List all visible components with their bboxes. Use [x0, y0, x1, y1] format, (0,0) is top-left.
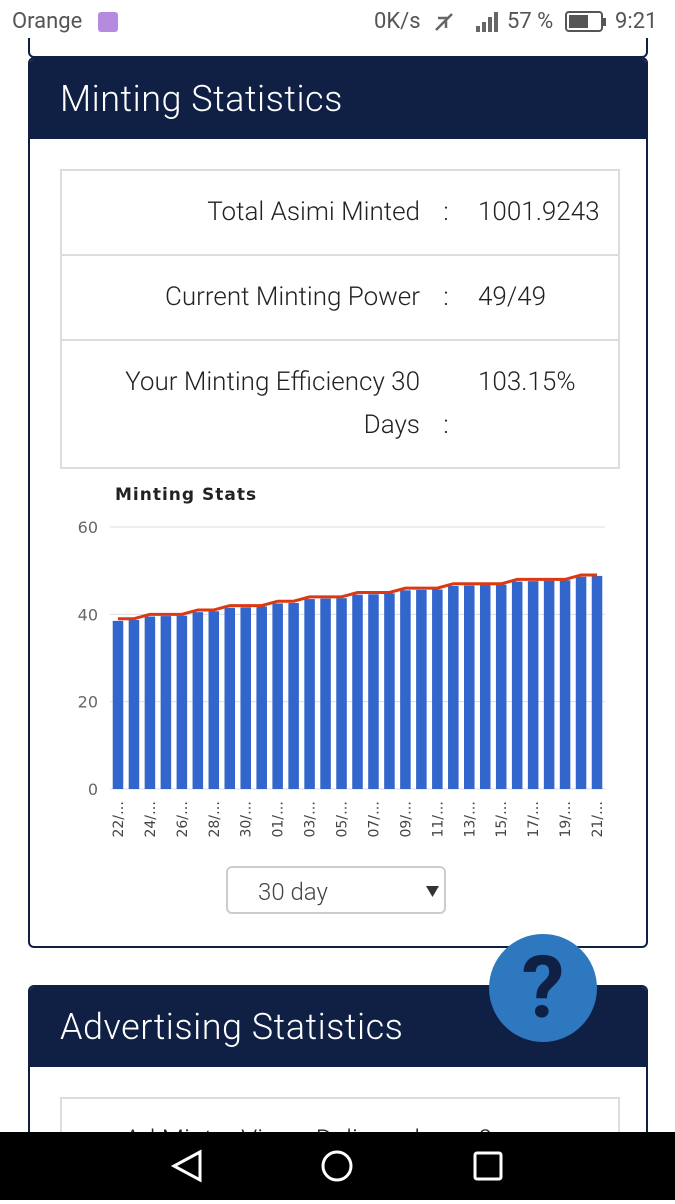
back-button[interactable] [170, 1149, 202, 1183]
x-tick-label: 17/… [526, 801, 542, 838]
x-tick-label: 07/… [366, 801, 382, 838]
stats-row: Total Asimi Minted:1001.9243 [62, 171, 618, 254]
label: Your Minting Efficiency 30 Days [125, 367, 420, 440]
bar [272, 603, 283, 789]
bar [432, 589, 443, 789]
bar [320, 598, 331, 789]
bar [144, 616, 156, 789]
x-tick-label: 03/… [303, 801, 319, 838]
bar [240, 607, 251, 789]
bar [591, 575, 603, 789]
x-tick-label: 26/… [175, 801, 191, 838]
clock: 9:21 [615, 9, 658, 34]
chart: Minting Stats 0 20 40 60 22/… 24/… 26/… 28/… 30/… [78, 485, 606, 838]
x-tick-label: 22/… [111, 801, 127, 838]
x-tick-label: 15/… [494, 801, 510, 838]
home-button[interactable] [321, 1150, 353, 1182]
line [117, 573, 598, 621]
bar [495, 584, 507, 789]
bar [384, 593, 395, 789]
bar [464, 585, 475, 789]
y-tick-label: 20 [78, 693, 98, 712]
separator: : [443, 282, 449, 312]
label: Total Asimi Minted [207, 197, 420, 227]
signal-icons [435, 12, 498, 32]
bar [160, 616, 172, 789]
x-tick-label: 05/… [335, 801, 351, 838]
bar [416, 589, 427, 789]
x-tick-label: 11/… [430, 801, 446, 838]
chart-title: Minting Stats [115, 485, 257, 505]
bar [304, 599, 315, 789]
x-tick-label: 01/… [271, 801, 287, 838]
x-tick-label: 13/… [462, 801, 478, 838]
bar [368, 594, 379, 789]
y-tick-label: 40 [78, 605, 98, 624]
value: 103.15% [478, 367, 576, 397]
navigation-bar [0, 1132, 675, 1200]
bar [479, 585, 491, 789]
y-tick-label: 0 [88, 780, 98, 799]
separator: : [443, 197, 449, 227]
nav-icons [170, 1149, 503, 1183]
stats-row: Current Minting Power:49/49 [62, 254, 618, 339]
x-tick-label: 21/… [590, 801, 606, 838]
battery-level: 57 % [507, 9, 554, 34]
previous-card-edge [28, 38, 648, 58]
y-tick-label: 60 [78, 518, 98, 537]
bar [448, 585, 459, 789]
bar [224, 607, 236, 789]
period-select[interactable]: 30 day [226, 866, 446, 914]
status-bar: Orange 0K/s 57 % 9:21 [0, 0, 675, 44]
stats-row: Your Minting Efficiency 30 Days:103.15% [62, 339, 618, 467]
bar [256, 606, 267, 789]
stats-table: Total Asimi Minted:1001.9243 Current Min… [60, 169, 620, 469]
bar [192, 612, 204, 789]
bar [400, 590, 411, 789]
dropdown-arrow [426, 886, 439, 897]
minting-card: Minting Statistics Total Asimi Minted:10… [28, 57, 648, 948]
net-speed: 0K/s [374, 9, 421, 34]
x-tick-label: 09/… [398, 801, 414, 838]
bar [352, 594, 363, 789]
bar [543, 580, 555, 789]
value: 49/49 [478, 282, 547, 312]
x-tick-label: 28/… [207, 801, 223, 838]
carrier: Orange [12, 9, 83, 34]
bar [511, 581, 523, 789]
label: Current Minting Power [164, 282, 420, 312]
bar [527, 581, 539, 789]
bar [288, 602, 299, 789]
bar [336, 598, 347, 789]
bar [176, 615, 188, 789]
bar [559, 580, 571, 789]
value: 1001.9243 [478, 197, 600, 227]
separator: : [443, 410, 449, 440]
bar [112, 620, 124, 789]
x-tick-label: 24/… [143, 801, 159, 838]
notification-icon [98, 12, 118, 32]
bar [208, 611, 220, 789]
select-value: 30 day [258, 878, 328, 906]
card-title: Minting Statistics [30, 59, 646, 139]
help-button[interactable]: ? [489, 934, 597, 1042]
bar [128, 620, 140, 789]
x-tick-label: 19/… [558, 801, 574, 838]
battery-icon [565, 11, 606, 32]
bar [575, 576, 587, 789]
x-tick-label: 30/… [239, 801, 255, 838]
recents-button[interactable] [473, 1151, 503, 1181]
